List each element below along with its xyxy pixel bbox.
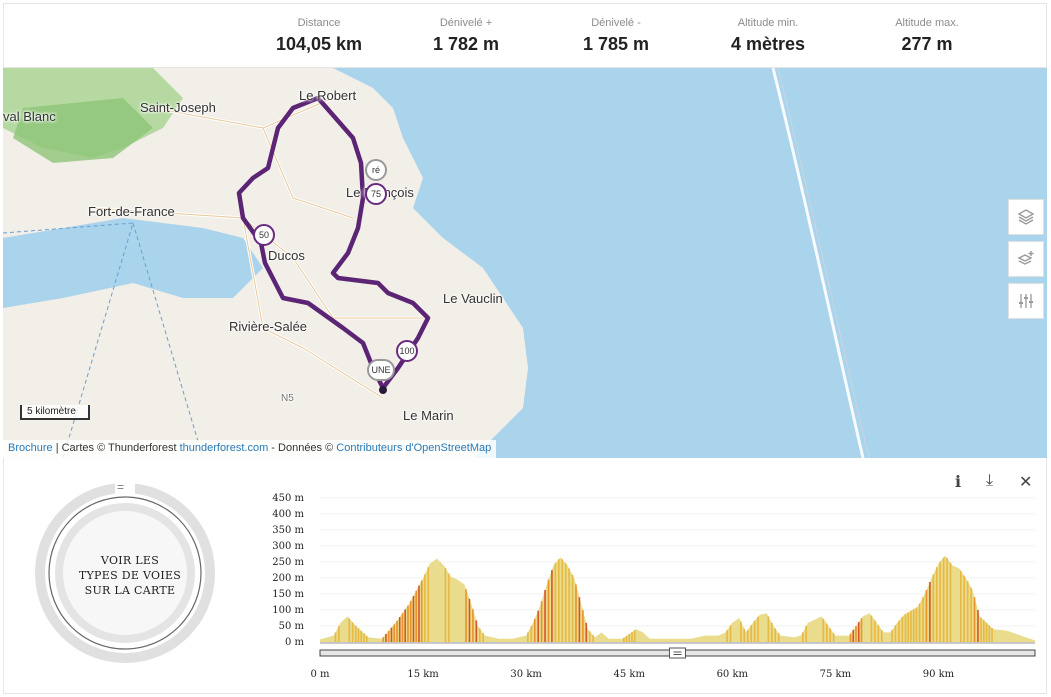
road-types-label-line: SUR LA CARTE [84, 584, 176, 597]
y-tick-label: 50 m [279, 621, 305, 632]
stat-value: 1 785 m [582, 34, 650, 54]
x-tick-label: 0 m [310, 669, 330, 680]
brochure-link[interactable]: Brochure [8, 442, 53, 454]
stat-value: 4 mètres [730, 34, 806, 54]
info-icon[interactable]: i [955, 472, 962, 491]
ring-graphic [35, 481, 215, 663]
road-types-button[interactable]: = [25, 478, 235, 668]
elevation-area [320, 555, 1035, 642]
road-types-label-line: VOIR LES [100, 554, 160, 567]
map-attribution: Brochure | Cartes © Thunderforest thunde… [3, 440, 497, 458]
road-types-label-line: TYPES DE VOIES [78, 569, 182, 582]
settings-sliders-icon[interactable] [1008, 283, 1044, 319]
route-marker-100[interactable]: 100 [396, 340, 418, 362]
stat-elevation-gain: Dénivelé + 1 782 m [391, 4, 541, 55]
stat-value: 104,05 km [275, 34, 363, 54]
x-tick-label: 90 km [923, 669, 955, 680]
place-label: Ducos [268, 248, 305, 263]
y-tick-label: 250 m [272, 557, 304, 568]
x-tick-label: 45 km [613, 669, 645, 680]
route-marker-75[interactable]: 75 [365, 183, 387, 205]
stat-altitude-min: Altitude min. 4 mètres [693, 4, 843, 55]
y-tick-label: 300 m [272, 541, 304, 552]
attribution-text: | Cartes © Thunderforest [55, 442, 177, 454]
y-tick-label: 0 m [285, 637, 305, 648]
elevation-panel: = VOIR LES TYPES DE VOIES SUR LA CARTE i… [3, 458, 1047, 694]
x-tick-label: 30 km [510, 669, 542, 680]
y-tick-label: 150 m [272, 589, 304, 600]
y-tick-label: 400 m [272, 509, 304, 520]
route-marker-50[interactable]: 50 [253, 224, 275, 246]
osm-link[interactable]: Contributeurs d'OpenStreetMap [336, 442, 492, 454]
stat-value: 277 m [901, 34, 953, 54]
close-icon[interactable]: ✕ [1019, 474, 1033, 491]
download-icon[interactable]: ⤓ [986, 472, 994, 489]
stat-label: Distance [297, 17, 341, 29]
stat-value: 1 782 m [432, 34, 500, 54]
y-tick-label: 200 m [272, 573, 304, 584]
place-label: Le Vauclin [443, 291, 503, 306]
layers-icon[interactable] [1008, 199, 1044, 235]
stat-elevation-loss: Dénivelé - 1 785 m [541, 4, 691, 55]
stat-distance: Distance 104,05 km [244, 4, 394, 55]
attribution-text: - Données © [271, 442, 334, 454]
place-label: val Blanc [3, 109, 56, 124]
stat-label: Dénivelé + [439, 17, 493, 29]
range-slider-handle[interactable] [669, 647, 686, 659]
place-label: Fort-de-France [88, 204, 175, 219]
map-base [3, 68, 870, 458]
y-tick-label: 450 m [272, 493, 304, 504]
x-tick-label: 75 km [820, 669, 852, 680]
x-tick-label: 15 km [407, 669, 439, 680]
place-label: Le Robert [299, 88, 357, 103]
y-tick-label: 100 m [272, 605, 304, 616]
place-label: Le Marin [403, 408, 454, 423]
route-marker-end[interactable]: UNE [367, 359, 395, 381]
map-scale: 5 kilomètre [20, 405, 90, 420]
place-label: Saint-Joseph [140, 100, 216, 115]
y-tick-label: 350 m [272, 525, 304, 536]
ring-handle-icon[interactable]: = [117, 480, 125, 494]
route-map[interactable]: Le Robert Saint-Joseph val Blanc Le Fran… [3, 68, 1047, 458]
place-label: Rivière-Salée [229, 319, 308, 334]
stat-altitude-max: Altitude max. 277 m [852, 4, 1002, 55]
elevation-chart[interactable]: 450 m 400 m 350 m 300 m 250 m 200 m 150 m 100 m… [260, 486, 1040, 686]
stat-label: Dénivelé - [591, 17, 641, 29]
road-label: N5 [281, 393, 294, 404]
road-types-label: VOIR LES TYPES DE VOIES SUR LA CARTE [63, 553, 197, 598]
thunderforest-link[interactable]: thunderforest.com [179, 442, 269, 454]
x-tick-label: 60 km [717, 669, 749, 680]
stat-label: Altitude min. [737, 17, 799, 29]
stats-bar: Distance 104,05 km Dénivelé + 1 782 m Dé… [3, 3, 1047, 68]
add-layer-icon[interactable] [1008, 241, 1044, 277]
stat-label: Altitude max. [895, 17, 959, 29]
route-marker-start[interactable]: ré [365, 159, 387, 181]
